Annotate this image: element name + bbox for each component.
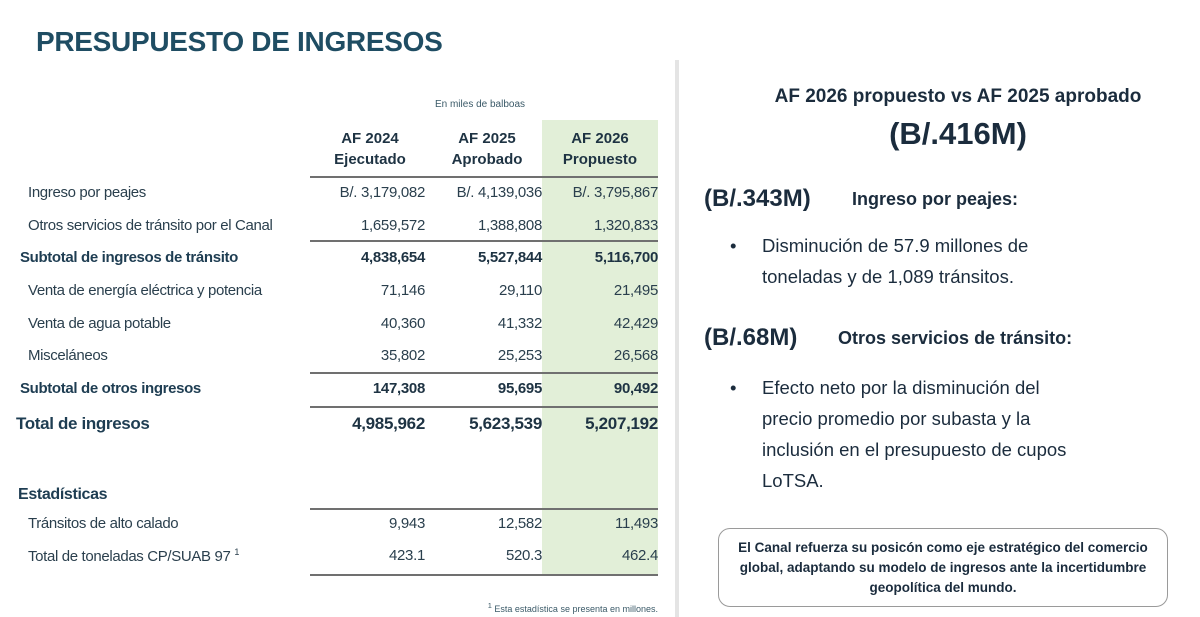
table-cell: 41,332 bbox=[497, 315, 542, 332]
otros-amount: (B/.68M) bbox=[704, 324, 798, 351]
divider bbox=[310, 240, 658, 242]
stats-cell: 9,943 bbox=[388, 515, 425, 532]
table-cell: 95,695 bbox=[497, 380, 542, 397]
divider bbox=[310, 176, 658, 178]
divider bbox=[310, 406, 658, 408]
highlight-column bbox=[542, 120, 658, 576]
table-cell: 26,568 bbox=[613, 347, 658, 364]
table-cell: 1,388,808 bbox=[477, 217, 542, 234]
table-cell: 4,838,654 bbox=[360, 249, 425, 266]
stats-cell: 11,493 bbox=[615, 515, 658, 532]
divider bbox=[310, 372, 658, 374]
callout-box: El Canal refuerza su posicón como eje es… bbox=[718, 528, 1168, 607]
column-header-2026: AF 2026 Propuesto bbox=[562, 130, 638, 168]
row-label: Ingreso por peajes bbox=[28, 184, 146, 201]
table-cell: 42,429 bbox=[613, 315, 658, 332]
table-cell: 1,659,572 bbox=[360, 217, 425, 234]
divider bbox=[310, 508, 658, 510]
peajes-label: Ingreso por peajes: bbox=[852, 189, 1019, 209]
table-cell: 29,110 bbox=[499, 282, 542, 299]
row-label: Venta de agua potable bbox=[28, 315, 171, 332]
table-cell: 5,116,700 bbox=[594, 249, 659, 266]
table-cell: 147,308 bbox=[372, 380, 425, 397]
peajes-amount: (B/.343M) bbox=[704, 185, 811, 212]
table-cell: 40,360 bbox=[380, 315, 425, 332]
summary-heading: AF 2026 propuesto vs AF 2025 aprobado bbox=[774, 86, 1142, 107]
column-header-2024: AF 2024 Ejecutado bbox=[334, 130, 406, 168]
row-label: Subtotal de otros ingresos bbox=[20, 380, 201, 397]
row-label: Otros servicios de tránsito por el Canal bbox=[28, 217, 273, 234]
table-cell: 5,623,539 bbox=[469, 414, 542, 433]
stats-cell: 423.1 bbox=[388, 547, 425, 564]
table-cell: 1,320,833 bbox=[593, 217, 658, 234]
peajes-bullet-text: Disminución de 57.9 millones de toneladas… bbox=[762, 235, 1029, 287]
callout-text: El Canal refuerza su posicón como eje es… bbox=[738, 539, 1148, 595]
table-cell: B/. 3,795,867 bbox=[572, 184, 659, 201]
row-label: Subtotal de ingresos de tránsito bbox=[20, 249, 238, 266]
stats-cell: 12,582 bbox=[497, 515, 542, 532]
table-cell: 5,527,844 bbox=[477, 249, 542, 266]
footnote: 1 Esta estadística se presenta en millon… bbox=[487, 601, 658, 614]
otros-bullet-text: Efecto neto por la disminución del precio… bbox=[762, 377, 1067, 491]
table-cell: 4,985,962 bbox=[352, 414, 425, 433]
stats-cell: 520.3 bbox=[505, 547, 542, 564]
table-cell: 35,802 bbox=[380, 347, 425, 364]
table-cell: 90,492 bbox=[613, 380, 658, 397]
bullet-icon: • bbox=[730, 377, 737, 398]
page-title: PRESUPUESTO DE INGRESOS bbox=[36, 26, 443, 57]
bullet-icon: • bbox=[730, 235, 737, 256]
row-label: Venta de energía eléctrica y potencia bbox=[28, 282, 262, 299]
unit-note: En miles de balboas bbox=[434, 99, 526, 110]
row-label: Misceláneos bbox=[28, 347, 108, 364]
otros-label: Otros servicios de tránsito: bbox=[838, 328, 1073, 348]
summary-total: (B/.416M) bbox=[889, 116, 1027, 151]
table-cell: 25,253 bbox=[497, 347, 542, 364]
table-cell: B/. 3,179,082 bbox=[339, 184, 426, 201]
stats-row-label: Total de toneladas CP/SUAB 97 1 bbox=[28, 547, 239, 565]
stats-row-label: Tránsitos de alto calado bbox=[28, 515, 179, 532]
table-cell: B/. 4,139,036 bbox=[456, 184, 543, 201]
column-header-2025: AF 2025 Aprobado bbox=[451, 130, 523, 168]
divider bbox=[310, 574, 658, 576]
table-cell: 21,495 bbox=[613, 282, 658, 299]
row-label: Total de ingresos bbox=[16, 414, 150, 433]
table-cell: 71,146 bbox=[380, 282, 425, 299]
stats-cell: 462.4 bbox=[621, 547, 658, 564]
vertical-divider bbox=[675, 60, 679, 617]
stats-heading: Estadísticas bbox=[18, 486, 108, 503]
table-cell: 5,207,192 bbox=[585, 414, 658, 433]
